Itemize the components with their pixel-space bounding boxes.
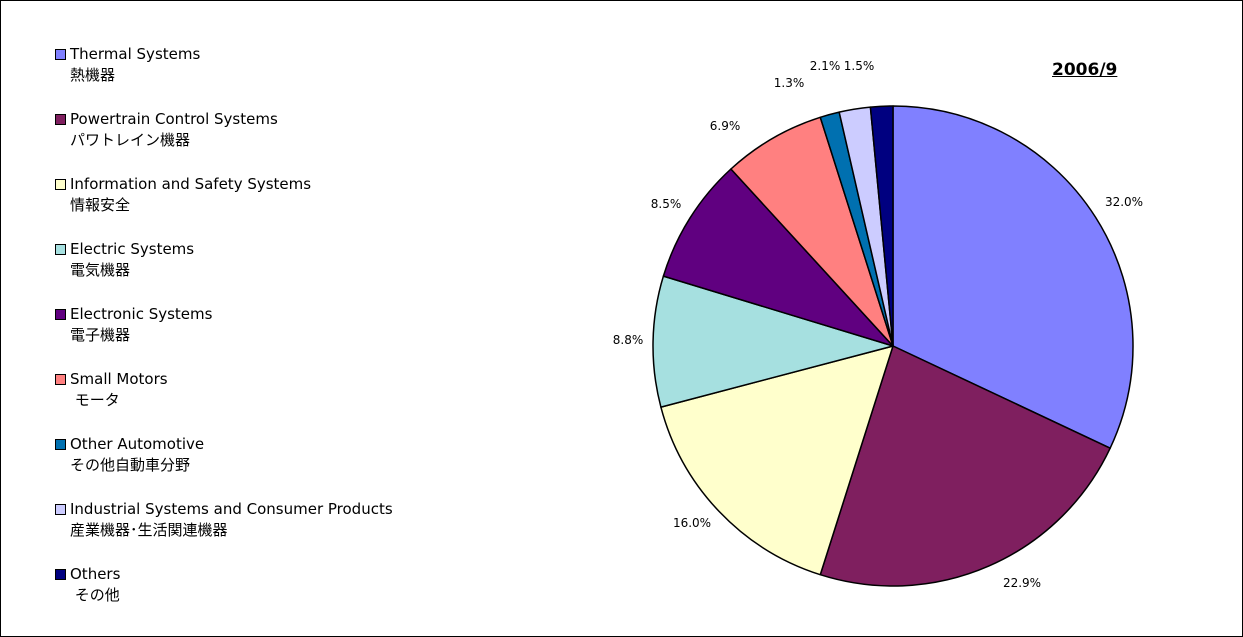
legend-swatch bbox=[55, 504, 66, 515]
legend-label-en: Powertrain Control Systems bbox=[70, 110, 278, 128]
chart-title: 2006/9 bbox=[1052, 60, 1118, 80]
pie-slice-information-and-safety-systems bbox=[660, 345, 894, 576]
pie-value-label: 2.1% bbox=[810, 59, 841, 73]
pie-slice-thermal-systems bbox=[892, 105, 1134, 449]
legend-label-en: Industrial Systems and Consumer Products bbox=[70, 500, 393, 518]
legend-swatch bbox=[55, 309, 66, 320]
legend-item-small-motors: Small Motors モータ bbox=[55, 370, 535, 436]
pie-slice-small-motors bbox=[730, 116, 894, 347]
pie-slice-electric-systems bbox=[652, 275, 894, 408]
pie-value-label: 32.0% bbox=[1105, 195, 1143, 209]
legend-swatch bbox=[55, 374, 66, 385]
pie-value-label: 16.0% bbox=[673, 516, 711, 530]
legend-label-en: Electronic Systems bbox=[70, 305, 213, 323]
legend-label-en: Small Motors bbox=[70, 370, 168, 388]
legend-label-ja: その他 bbox=[70, 586, 120, 604]
pie-value-label: 1.3% bbox=[774, 76, 805, 90]
legend-label-en: Electric Systems bbox=[70, 240, 195, 258]
legend-item-powertrain-control-systems: Powertrain Control Systems パワトレイン機器 bbox=[55, 110, 535, 176]
legend-label-en: Thermal Systems bbox=[70, 45, 201, 63]
pie-value-label: 6.9% bbox=[710, 119, 741, 133]
legend-item-other-automotive: Other Automotive その他自動車分野 bbox=[55, 435, 535, 501]
legend-swatch bbox=[55, 439, 66, 450]
pie-slice-others bbox=[869, 105, 894, 347]
legend-label-ja: 電子機器 bbox=[70, 326, 131, 344]
legend-item-industrial-systems-and-consumer-products: Industrial Systems and Consumer Products… bbox=[55, 500, 535, 566]
legend-swatch bbox=[55, 569, 66, 580]
legend-label-ja: 熱機器 bbox=[70, 66, 116, 84]
legend-item-others: Others その他 bbox=[55, 565, 535, 631]
legend-label-ja: モータ bbox=[70, 391, 120, 409]
legend: Thermal Systems 熱機器 Powertrain Control S… bbox=[55, 45, 535, 631]
pie-value-label: 8.5% bbox=[651, 197, 682, 211]
pie-slice-powertrain-control-systems bbox=[819, 345, 1111, 587]
pie-slices bbox=[652, 105, 1134, 587]
legend-label-ja: パワトレイン機器 bbox=[70, 131, 191, 149]
pie-slice-electronic-systems bbox=[662, 168, 894, 347]
legend-label-en: Others bbox=[70, 565, 121, 583]
legend-swatch bbox=[55, 179, 66, 190]
pie-value-label: 1.5% bbox=[844, 59, 875, 73]
legend-label-ja: 産業機器･生活関連機器 bbox=[70, 521, 228, 539]
pie-labels: 32.0% 22.9% 16.0% 8.8% 8.5% 6.9% 1.3% 2.1% 1.5% bbox=[613, 59, 1143, 590]
legend-swatch bbox=[55, 49, 66, 60]
legend-swatch bbox=[55, 244, 66, 255]
legend-item-thermal-systems: Thermal Systems 熱機器 bbox=[55, 45, 535, 111]
legend-swatch bbox=[55, 114, 66, 125]
legend-item-information-and-safety-systems: Information and Safety Systems 情報安全 bbox=[55, 175, 535, 241]
legend-item-electric-systems: Electric Systems 電気機器 bbox=[55, 240, 535, 306]
pie-value-label: 8.8% bbox=[613, 333, 644, 347]
legend-label-en: Information and Safety Systems bbox=[70, 175, 312, 193]
legend-label-ja: 情報安全 bbox=[70, 196, 131, 214]
legend-label-ja: 電気機器 bbox=[70, 261, 131, 279]
legend-item-electronic-systems: Electronic Systems 電子機器 bbox=[55, 305, 535, 371]
pie-value-label: 22.9% bbox=[1003, 576, 1041, 590]
legend-label-ja: その他自動車分野 bbox=[70, 456, 191, 474]
legend-label-en: Other Automotive bbox=[70, 435, 205, 453]
